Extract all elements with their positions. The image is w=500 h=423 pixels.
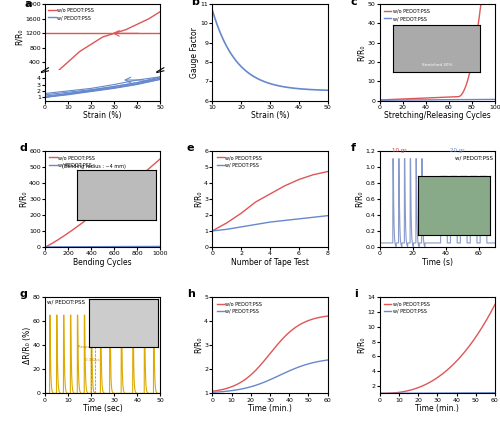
X-axis label: Time (min.): Time (min.) (248, 404, 292, 413)
Text: w/ PEDOT:PSS: w/ PEDOT:PSS (454, 156, 492, 160)
Y-axis label: R/R₀: R/R₀ (357, 44, 366, 60)
Text: a: a (24, 0, 32, 9)
Text: i: i (354, 289, 358, 299)
Text: e: e (187, 143, 194, 153)
Legend: w/o PEDOT:PSS, w/ PEDOT:PSS: w/o PEDOT:PSS, w/ PEDOT:PSS (382, 299, 432, 316)
Text: d: d (20, 143, 28, 153)
Text: w/ PEDOT:PSS: w/ PEDOT:PSS (48, 300, 86, 305)
Text: 0.38 s: 0.38 s (85, 358, 97, 362)
X-axis label: Time (min.): Time (min.) (416, 404, 459, 413)
Y-axis label: R/R₀: R/R₀ (15, 29, 24, 45)
Legend: w/o PEDOT:PSS, w/ PEDOT:PSS: w/o PEDOT:PSS, w/ PEDOT:PSS (214, 299, 264, 316)
Text: 1.2 s: 1.2 s (90, 358, 100, 362)
X-axis label: Strain (%): Strain (%) (84, 111, 122, 120)
Legend: w/o PEDOT:PSS, w/ PEDOT:PSS: w/o PEDOT:PSS, w/ PEDOT:PSS (214, 153, 264, 169)
X-axis label: Number of Tape Test: Number of Tape Test (231, 258, 309, 266)
Text: h: h (187, 289, 195, 299)
Y-axis label: R/R₀: R/R₀ (194, 337, 203, 354)
X-axis label: Time (sec): Time (sec) (83, 404, 122, 413)
Legend: w/o PEDOT:PSS, w/ PEDOT:PSS: w/o PEDOT:PSS, w/ PEDOT:PSS (48, 153, 97, 169)
Text: (Bending radius : ~4 mm): (Bending radius : ~4 mm) (62, 164, 126, 169)
Y-axis label: ΔR/R₀ (%): ΔR/R₀ (%) (22, 327, 32, 364)
X-axis label: Stretching/Releasing Cycles: Stretching/Releasing Cycles (384, 111, 490, 120)
Text: 20 gr: 20 gr (450, 148, 464, 153)
X-axis label: Strain (%): Strain (%) (251, 111, 289, 120)
Text: Response Time: Response Time (78, 345, 108, 349)
Text: c: c (351, 0, 358, 6)
Text: 10 gr: 10 gr (392, 148, 406, 153)
Text: g: g (20, 289, 28, 299)
Y-axis label: Gauge Factor: Gauge Factor (190, 27, 199, 78)
Legend: w/o PEDOT:PSS, w/ PEDOT:PSS: w/o PEDOT:PSS, w/ PEDOT:PSS (48, 7, 95, 21)
Legend: w/o PEDOT:PSS, w/ PEDOT:PSS: w/o PEDOT:PSS, w/ PEDOT:PSS (382, 7, 432, 23)
Y-axis label: R/R₀: R/R₀ (355, 190, 364, 207)
Text: b: b (192, 0, 200, 6)
Text: f: f (351, 143, 356, 153)
X-axis label: Time (s): Time (s) (422, 258, 453, 266)
Y-axis label: R/R₀: R/R₀ (18, 190, 28, 207)
Y-axis label: R/R₀: R/R₀ (357, 337, 366, 354)
X-axis label: Bending Cycles: Bending Cycles (74, 258, 132, 266)
Y-axis label: R/R₀: R/R₀ (194, 190, 203, 207)
